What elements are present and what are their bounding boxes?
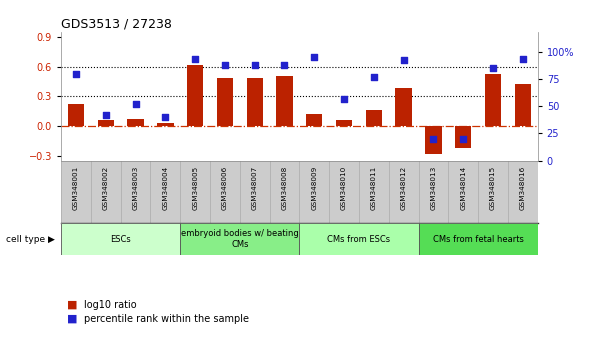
Text: GSM348016: GSM348016 <box>520 166 526 210</box>
Point <box>280 62 290 68</box>
Text: CMs from ESCs: CMs from ESCs <box>327 235 390 244</box>
Point <box>458 136 468 142</box>
Point <box>488 65 498 71</box>
Text: ■: ■ <box>67 300 78 310</box>
Text: ■: ■ <box>67 314 78 324</box>
Point <box>220 62 230 68</box>
Point <box>71 71 81 77</box>
Text: GSM348001: GSM348001 <box>73 166 79 210</box>
Bar <box>365 110 382 126</box>
Bar <box>127 119 144 126</box>
Text: GSM348002: GSM348002 <box>103 166 109 210</box>
Bar <box>419 223 538 255</box>
Text: GSM348010: GSM348010 <box>341 166 347 210</box>
Point <box>399 57 409 63</box>
Bar <box>425 126 442 154</box>
Text: log10 ratio: log10 ratio <box>84 300 137 310</box>
Text: embryoid bodies w/ beating
CMs: embryoid bodies w/ beating CMs <box>181 229 299 249</box>
Text: CMs from fetal hearts: CMs from fetal hearts <box>433 235 524 244</box>
Text: GSM348005: GSM348005 <box>192 166 198 210</box>
Bar <box>514 84 531 126</box>
Text: GSM348012: GSM348012 <box>401 166 407 210</box>
Point <box>518 56 528 62</box>
Text: GSM348008: GSM348008 <box>282 166 288 210</box>
Text: GSM348003: GSM348003 <box>133 166 139 210</box>
Bar <box>68 104 84 126</box>
Bar <box>336 120 353 126</box>
Text: ESCs: ESCs <box>111 235 131 244</box>
Text: percentile rank within the sample: percentile rank within the sample <box>84 314 249 324</box>
Bar <box>61 223 180 255</box>
Point <box>161 114 170 120</box>
Bar <box>217 78 233 126</box>
Bar <box>180 223 299 255</box>
Bar <box>395 88 412 126</box>
Bar <box>187 64 203 126</box>
Bar <box>98 120 114 126</box>
Point <box>190 56 200 62</box>
Point <box>428 136 438 142</box>
Text: GDS3513 / 27238: GDS3513 / 27238 <box>61 18 172 31</box>
Bar <box>276 76 293 126</box>
Point <box>131 101 141 107</box>
Point <box>309 54 319 59</box>
Text: GSM348011: GSM348011 <box>371 166 377 210</box>
Point <box>101 112 111 118</box>
Point <box>250 62 260 68</box>
Bar <box>485 74 501 126</box>
Text: GSM348006: GSM348006 <box>222 166 228 210</box>
Point <box>339 96 349 102</box>
Text: GSM348013: GSM348013 <box>430 166 436 210</box>
Bar <box>246 78 263 126</box>
Point <box>369 74 379 80</box>
Bar <box>306 114 323 126</box>
Text: GSM348007: GSM348007 <box>252 166 258 210</box>
Text: GSM348014: GSM348014 <box>460 166 466 210</box>
Bar <box>157 123 174 126</box>
Text: cell type ▶: cell type ▶ <box>6 235 55 244</box>
Bar <box>455 126 472 148</box>
Text: GSM348009: GSM348009 <box>311 166 317 210</box>
Bar <box>299 223 419 255</box>
Text: GSM348004: GSM348004 <box>163 166 169 210</box>
Text: GSM348015: GSM348015 <box>490 166 496 210</box>
